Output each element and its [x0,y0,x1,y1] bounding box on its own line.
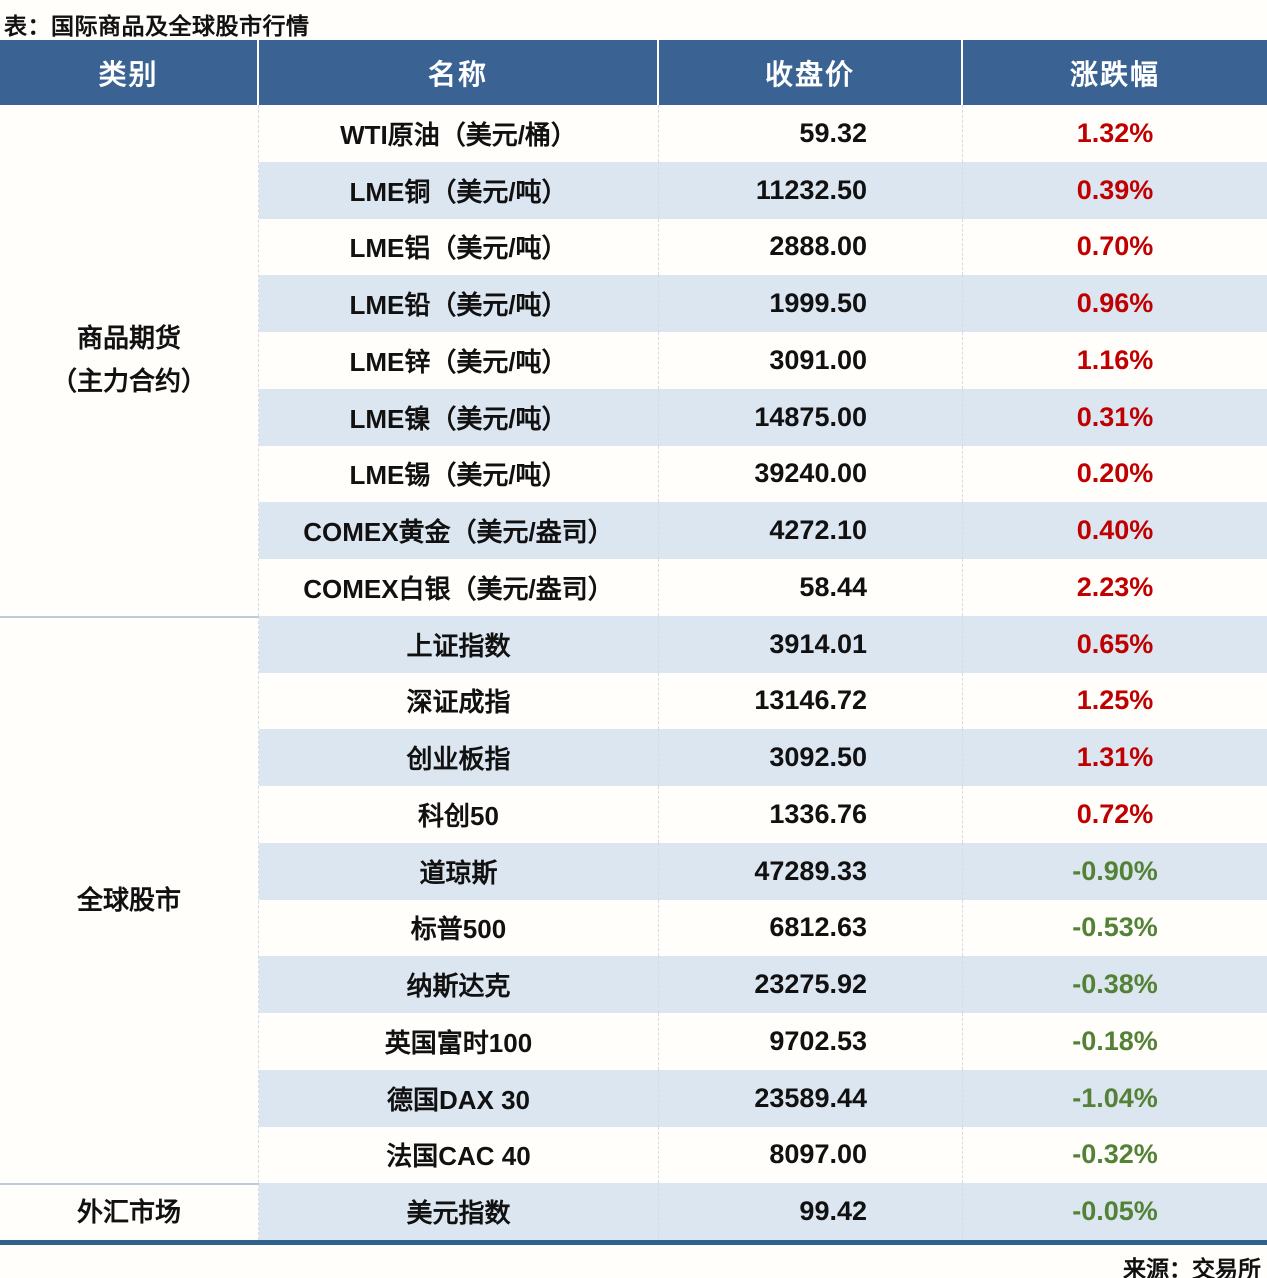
category-label-line: 外汇市场 [76,1197,181,1228]
close-price: 11232.50 [659,161,963,219]
change-percent: -0.38% [963,956,1267,1013]
category-cell: 全球股市 [0,615,259,1184]
instrument-name: COMEX白银（美元/盎司） [259,559,659,616]
instrument-name: 标普500 [259,899,659,957]
instrument-name: 创业板指 [259,729,659,786]
instrument-name: 道琼斯 [259,842,659,900]
category-cell: 外汇市场 [0,1183,259,1240]
instrument-name: 美元指数 [259,1183,659,1240]
change-percent: 2.23% [963,559,1267,616]
close-price: 23589.44 [659,1069,963,1127]
close-price: 4272.10 [659,502,963,559]
change-percent: 0.96% [963,275,1267,332]
table-bottom-border [0,1240,1267,1245]
instrument-name: LME铝（美元/吨） [259,218,659,276]
instrument-name: LME铅（美元/吨） [259,275,659,332]
change-percent: 1.32% [963,105,1267,162]
close-price: 13146.72 [659,672,963,730]
category-label-line: 全球股市 [76,885,181,916]
header-close-price: 收盘价 [659,40,963,105]
change-percent: -0.53% [963,899,1267,957]
instrument-name: 英国富时100 [259,1013,659,1070]
change-percent: 0.72% [963,786,1267,843]
table-header-row: 类别 名称 收盘价 涨跌幅 [0,40,1267,105]
close-price: 58.44 [659,559,963,616]
close-price: 2888.00 [659,218,963,276]
change-percent: -0.32% [963,1126,1267,1184]
header-name: 名称 [259,40,659,105]
close-price: 47289.33 [659,842,963,900]
change-percent: 1.16% [963,332,1267,389]
close-price: 14875.00 [659,388,963,446]
category-label-line: （主力合约） [50,366,207,397]
table-body: 商品期货 （主力合约） 全球股市外汇市场 WTI原油（美元/桶） 59.32 1.32% L… [0,105,1267,1240]
change-percent: 1.25% [963,672,1267,730]
close-price: 3092.50 [659,729,963,786]
change-percent: -0.18% [963,1013,1267,1070]
close-price: 8097.00 [659,1126,963,1184]
instrument-name: LME锡（美元/吨） [259,445,659,503]
change-percent: 0.31% [963,388,1267,446]
source-note: 来源：交易所 [1123,1256,1261,1278]
close-price: 39240.00 [659,445,963,503]
close-price: 1999.50 [659,275,963,332]
change-percent: 0.40% [963,502,1267,559]
close-price: 3914.01 [659,615,963,673]
close-price: 99.42 [659,1183,963,1240]
instrument-name: 纳斯达克 [259,956,659,1013]
change-percent: 0.65% [963,615,1267,673]
close-price: 59.32 [659,105,963,162]
header-category: 类别 [0,40,259,105]
close-price: 9702.53 [659,1013,963,1070]
close-price: 1336.76 [659,786,963,843]
change-percent: 0.20% [963,445,1267,503]
close-price: 23275.92 [659,956,963,1013]
page-title: 表：国际商品及全球股市行情 [4,13,310,39]
instrument-name: 上证指数 [259,615,659,673]
instrument-name: 深证成指 [259,672,659,730]
change-percent: -0.05% [963,1183,1267,1240]
instrument-name: LME镍（美元/吨） [259,388,659,446]
instrument-name: COMEX黄金（美元/盎司） [259,502,659,559]
instrument-name: 科创50 [259,786,659,843]
close-price: 3091.00 [659,332,963,389]
category-cell: 商品期货 （主力合约） [0,105,259,616]
change-percent: -1.04% [963,1069,1267,1127]
change-percent: 1.31% [963,729,1267,786]
change-percent: -0.90% [963,842,1267,900]
market-table: 类别 名称 收盘价 涨跌幅 商品期货 （主力合约） 全球股市外汇市场 WTI原油（美元… [0,40,1267,1245]
header-change-pct: 涨跌幅 [963,40,1267,105]
instrument-name: LME锌（美元/吨） [259,332,659,389]
change-percent: 0.39% [963,161,1267,219]
instrument-name: WTI原油（美元/桶） [259,105,659,162]
instrument-name: 德国DAX 30 [259,1069,659,1127]
instrument-name: LME铜（美元/吨） [259,161,659,219]
change-percent: 0.70% [963,218,1267,276]
category-label-line: 商品期货 [76,323,181,354]
instrument-name: 法国CAC 40 [259,1126,659,1184]
close-price: 6812.63 [659,899,963,957]
